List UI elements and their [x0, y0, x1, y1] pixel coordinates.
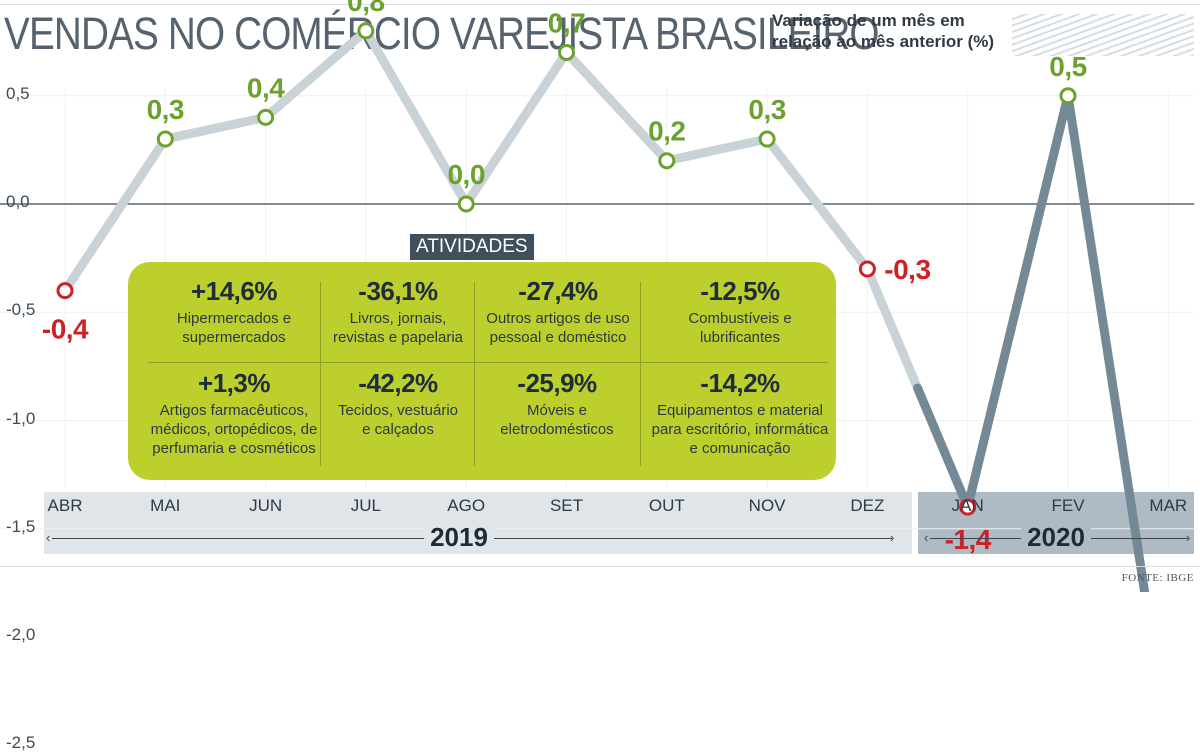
data-point	[858, 260, 876, 278]
series-line-segment	[60, 134, 170, 296]
data-label: 0,7	[548, 7, 585, 38]
activity-name: Combustíveis e lubrificantes	[688, 310, 792, 346]
arrow-right-icon: ›	[1186, 530, 1191, 545]
activity-name: Outros artigos de uso pessoal e doméstic…	[486, 310, 630, 346]
data-label: 0,5	[1049, 51, 1086, 82]
series-line-segment	[963, 91, 1073, 512]
year-label-2020: 2020	[1021, 522, 1091, 553]
activity-name: Equipamentos e material para escritório,…	[651, 402, 829, 457]
data-label: -0,3	[884, 254, 930, 285]
line-chart: -0,40,30,40,80,00,70,20,3-0,3-1,40,5-2,5	[0, 0, 1194, 592]
series-line-segment	[662, 134, 772, 166]
data-label: 0,0	[447, 159, 484, 190]
x-tick-label: JUN	[249, 496, 283, 515]
x-tick-label: FEV	[1051, 496, 1085, 515]
activities-label: ATIVIDADES	[410, 234, 534, 260]
series-line-segment	[562, 47, 672, 166]
series-line-segment	[461, 47, 571, 209]
decorative-hatch	[1012, 14, 1194, 56]
divider	[148, 362, 828, 363]
activity-equipamentos: -14,2% Equipamentos e material para escr…	[648, 368, 832, 458]
activity-name: Artigos farmacêuticos, médicos, ortopédi…	[150, 402, 318, 457]
activity-pct: -14,2%	[700, 368, 780, 398]
series-line-segment	[913, 383, 973, 512]
activity-pct: -42,2%	[358, 368, 438, 398]
year-label-2019: 2019	[424, 522, 494, 553]
activity-name: Tecidos, vestuário e calçados	[337, 402, 459, 438]
x-tick-label: AGO	[447, 496, 486, 515]
x-tick-label: JUL	[350, 496, 382, 515]
activity-pct: -25,9%	[517, 368, 597, 398]
activity-name: Hipermercados e supermercados	[176, 310, 292, 346]
data-point	[257, 108, 275, 126]
x-tick-label: NOV	[748, 496, 786, 515]
activity-tecidos: -42,2% Tecidos, vestuário e calçados	[332, 368, 464, 439]
x-tick-label: ABR	[47, 496, 83, 515]
y-tick-label: -2,0	[6, 625, 36, 644]
data-label: 0,4	[247, 72, 285, 103]
divider	[474, 282, 475, 466]
series-line-segment	[261, 26, 371, 122]
data-point	[457, 195, 475, 213]
activity-livros: -36,1% Livros, jornais, revistas e papel…	[322, 276, 474, 347]
y-tick-label: -1,5	[6, 516, 36, 536]
activity-name: Livros, jornais, revistas e papelaria	[332, 310, 464, 346]
divider	[640, 282, 641, 466]
data-point	[156, 130, 174, 148]
x-tick-label: JAN	[951, 496, 984, 515]
data-label: 0,2	[648, 116, 685, 147]
data-point	[558, 43, 575, 61]
activity-pct: -12,5%	[700, 276, 780, 306]
data-label: 0,8	[347, 0, 384, 17]
arrow-left-icon: ‹	[924, 530, 929, 545]
y-tick-label: -1,0	[6, 408, 36, 428]
activity-pct: +14,6%	[191, 276, 277, 306]
bottom-rule	[0, 566, 1200, 567]
activity-outros-artigos: -27,4% Outros artigos de uso pessoal e d…	[480, 276, 636, 347]
y-tick-label: 0,0	[6, 192, 30, 211]
activity-farmaceuticos: +1,3% Artigos farmacêuticos, médicos, or…	[142, 368, 326, 458]
activities-panel	[128, 262, 836, 480]
x-tick-label: DEZ	[850, 496, 885, 515]
activity-pct: -27,4%	[518, 276, 598, 306]
data-point	[758, 130, 776, 148]
data-point	[658, 152, 676, 170]
chart-subtitle: Variação de um mês em relação ao mês ant…	[772, 11, 995, 51]
data-point	[1059, 87, 1077, 105]
activity-hipermercados: +14,6% Hipermercados e supermercados	[148, 276, 320, 347]
series-line-segment	[160, 112, 271, 144]
x-tick-label: MAI	[150, 496, 181, 515]
data-point	[357, 22, 375, 40]
x-tick-label: SET	[549, 496, 584, 515]
activity-pct: -36,1%	[358, 276, 438, 306]
chart-title: VENDAS NO COMÉRCIO VAREJISTA BRASILEIRO	[4, 8, 880, 59]
arrow-left-icon: ‹	[46, 530, 51, 545]
divider	[320, 282, 321, 466]
y-tick-label: -0,5	[6, 300, 36, 320]
x-tick-label: OUT	[648, 496, 685, 515]
data-label: -0,4	[42, 314, 89, 345]
data-label: 0,3	[748, 94, 785, 125]
data-label: -1,4	[945, 524, 992, 555]
data-label: 0,3	[147, 94, 184, 125]
series-line-segment	[361, 26, 471, 209]
y-tick-label: -2,5	[6, 733, 36, 753]
series-line-segment	[1063, 91, 1150, 592]
source-note: FONTE: IBGE	[1121, 572, 1194, 584]
activity-pct: +1,3%	[198, 368, 270, 398]
series-line-segment	[762, 134, 872, 274]
series-line-segment	[862, 264, 923, 393]
activity-name: Móveis e eletrodomésticos	[500, 402, 614, 438]
x-tick-label: MAR	[1149, 496, 1188, 515]
activity-combustiveis: -12,5% Combustíveis e lubrificantes	[652, 276, 828, 347]
y-tick-label: 0,5	[6, 83, 30, 103]
data-point	[959, 498, 977, 516]
activity-moveis: -25,9% Móveis e eletrodomésticos	[484, 368, 630, 439]
top-rule	[0, 4, 1200, 5]
arrow-right-icon: ›	[890, 530, 895, 545]
data-point	[56, 282, 74, 300]
